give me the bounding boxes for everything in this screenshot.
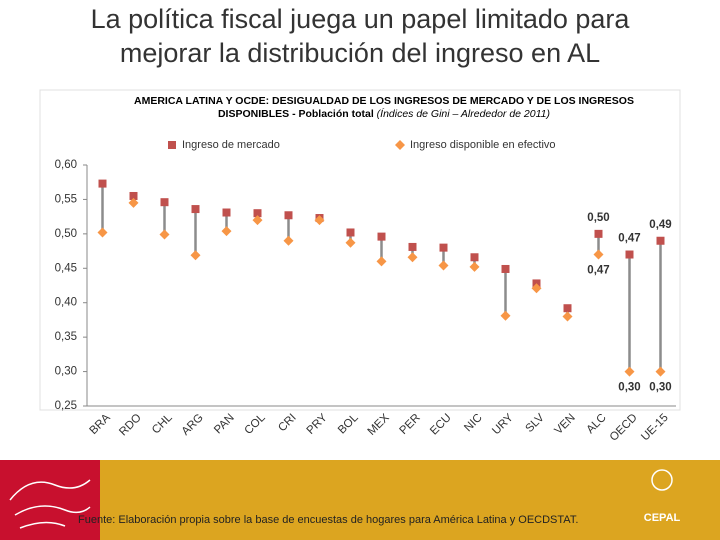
data-label: 0,50 xyxy=(587,212,609,224)
market-point xyxy=(129,191,138,200)
un-emblem xyxy=(651,469,673,491)
market-point xyxy=(377,232,386,241)
market-point xyxy=(656,236,665,245)
y-tick-label: 0,35 xyxy=(55,331,77,343)
x-tick-label: SLV xyxy=(524,412,547,435)
disposable-point xyxy=(190,250,201,261)
disposable-point xyxy=(438,260,449,271)
x-tick-label: ECU xyxy=(428,412,454,438)
market-point xyxy=(346,228,355,237)
legend-label: Ingreso disponible en efectivo xyxy=(410,139,556,151)
data-label: 0,30 xyxy=(649,382,671,394)
disposable-point xyxy=(345,237,356,248)
disposable-point xyxy=(128,197,139,208)
market-point xyxy=(160,198,169,207)
slide-title: La política fiscal juega un papel limita… xyxy=(91,4,631,34)
x-tick-label: RDO xyxy=(117,412,144,439)
disposable-point xyxy=(593,249,604,260)
market-point xyxy=(563,304,572,313)
x-tick-label: BRA xyxy=(88,412,113,437)
logo-text: CEPAL xyxy=(644,512,681,524)
chart-title: AMERICA LATINA Y OCDE: DESIGUALDAD DE LO… xyxy=(134,95,634,107)
disposable-point xyxy=(562,311,573,322)
x-tick-label: BOL xyxy=(336,411,361,436)
disposable-point xyxy=(500,310,511,321)
data-label: 0,30 xyxy=(618,382,640,394)
disposable-point xyxy=(531,283,542,294)
data-label: 0,47 xyxy=(587,265,609,277)
slide-title: mejorar la distribución del ingreso en A… xyxy=(120,38,600,68)
disposable-point xyxy=(221,226,232,237)
y-tick-label: 0,45 xyxy=(55,262,77,274)
y-tick-label: 0,40 xyxy=(55,297,77,309)
disposable-point xyxy=(283,235,294,246)
logo-drawing xyxy=(9,479,91,529)
x-tick-label: VEN xyxy=(553,412,578,437)
x-tick-label: COL xyxy=(243,411,269,437)
disposable-point xyxy=(407,252,418,263)
data-label: 0,49 xyxy=(649,219,671,231)
x-tick-label: OECD xyxy=(608,412,640,444)
disposable-point xyxy=(97,227,108,238)
market-point xyxy=(408,242,417,251)
data-label: 0,47 xyxy=(618,233,640,245)
market-point xyxy=(253,209,262,218)
market-point xyxy=(470,253,479,262)
x-tick-label: CRI xyxy=(276,412,298,434)
x-tick-label: NIC xyxy=(462,412,484,434)
market-point xyxy=(439,243,448,252)
disposable-point xyxy=(314,215,325,226)
chart-title: DISPONIBLES - Población total (Índices d… xyxy=(218,107,550,120)
chart-title-note: (Índices de Gini – Alrededor de 2011) xyxy=(377,107,550,120)
x-tick-label: CHL xyxy=(150,411,175,436)
y-tick-label: 0,60 xyxy=(55,159,77,171)
x-tick-label: PAN xyxy=(212,412,237,437)
legend-marker xyxy=(168,141,176,149)
market-point xyxy=(284,211,293,220)
x-tick-label: MEX xyxy=(366,412,392,438)
disposable-point xyxy=(469,261,480,272)
market-point xyxy=(222,208,231,217)
x-tick-label: URY xyxy=(490,412,516,438)
disposable-point xyxy=(655,366,666,377)
y-tick-label: 0,25 xyxy=(55,400,77,412)
legend-label: Ingreso de mercado xyxy=(182,139,280,151)
source-note: Fuente: Elaboración propia sobre la base… xyxy=(78,514,578,526)
footer-band xyxy=(0,460,720,540)
y-tick-label: 0,55 xyxy=(55,193,77,205)
disposable-point xyxy=(624,366,635,377)
logo-block xyxy=(0,460,100,540)
y-tick-label: 0,50 xyxy=(55,228,77,240)
x-tick-label: ARG xyxy=(180,412,206,438)
chart-frame xyxy=(39,89,681,411)
market-point xyxy=(501,264,510,273)
legend-marker xyxy=(395,140,405,150)
x-tick-label: UE-15 xyxy=(639,412,671,444)
market-point xyxy=(594,229,603,238)
x-tick-label: ALC xyxy=(584,412,608,436)
disposable-point xyxy=(376,256,387,267)
market-point xyxy=(625,250,634,259)
x-tick-label: PER xyxy=(398,412,423,437)
y-tick-label: 0,30 xyxy=(55,366,77,378)
disposable-point xyxy=(159,229,170,240)
x-tick-label: PRY xyxy=(305,412,330,437)
chart-title: DISPONIBLES - Población total xyxy=(218,108,374,120)
market-point xyxy=(98,179,107,188)
disposable-point xyxy=(252,215,263,226)
market-point xyxy=(191,205,200,214)
